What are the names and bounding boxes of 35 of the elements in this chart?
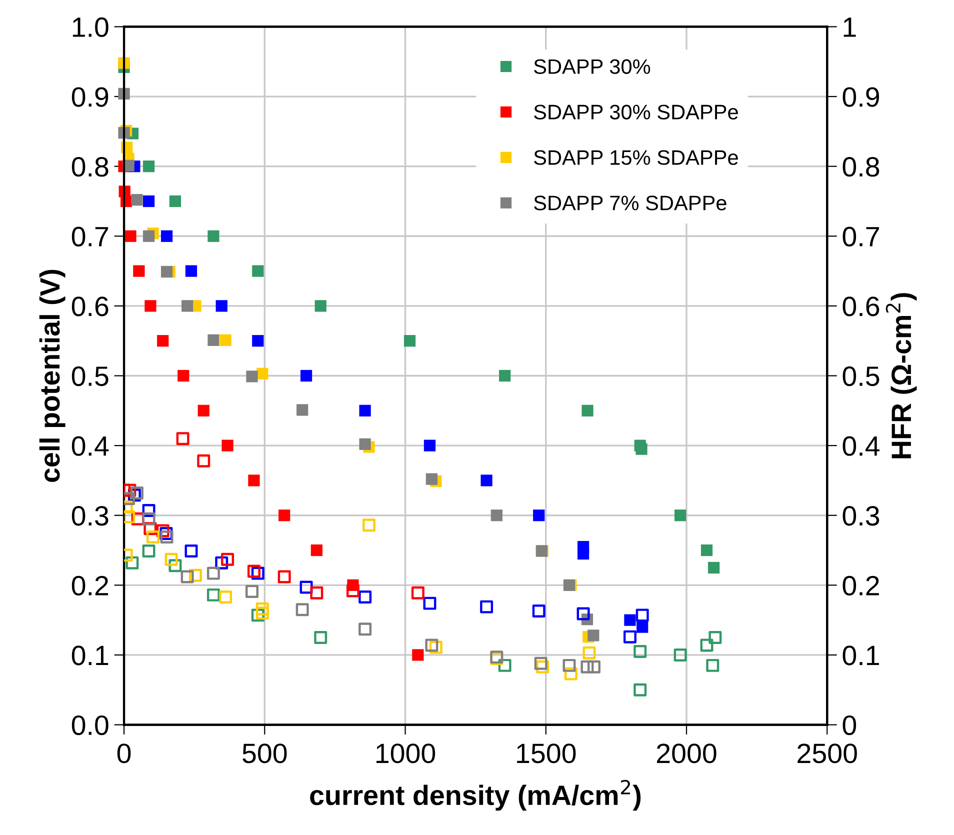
y2-tick-label: 0.4 bbox=[842, 436, 880, 456]
y2-tick-label: 0.7 bbox=[842, 226, 879, 246]
y-tick-label: 0.8 bbox=[72, 157, 108, 177]
x-tick-label: 500 bbox=[242, 744, 287, 764]
y2-tick-label: 0.8 bbox=[842, 157, 880, 177]
x-tick-label: 2000 bbox=[657, 744, 716, 764]
y2-tick-label: 1 bbox=[844, 18, 856, 37]
y2-tick-label: 0.1 bbox=[842, 646, 879, 666]
y2-tick-label: 0.9 bbox=[842, 87, 879, 107]
legend-label: SDAPP 30% SDAPPe bbox=[534, 104, 738, 120]
y-tick-label: 0.2 bbox=[72, 576, 108, 596]
y-tick-label: 0.0 bbox=[72, 715, 108, 736]
y2-tick-label: 0.2 bbox=[842, 576, 879, 596]
y2-tick-label: 0.5 bbox=[842, 366, 880, 386]
y-tick-label: 0.5 bbox=[72, 366, 108, 386]
x-tick-label: 0 bbox=[117, 744, 131, 764]
y-tick-label: 0.9 bbox=[72, 87, 108, 107]
x-tick-label: 1000 bbox=[376, 744, 436, 764]
y-tick-label: 0.4 bbox=[72, 436, 109, 456]
y-axis-title: cell potential (V) bbox=[39, 270, 66, 482]
y-tick-label: 1.0 bbox=[72, 17, 108, 38]
legend-label: SDAPP 30% bbox=[534, 59, 650, 74]
y2-tick-label: 0 bbox=[842, 715, 856, 736]
y2-tick-label: 0.6 bbox=[842, 296, 880, 316]
legend-label: SDAPP 7% SDAPPe bbox=[534, 196, 726, 210]
y2-axis-title: HFR (Ω-cm$^{2}$) bbox=[886, 293, 917, 458]
x-axis-title: current density (mA/cm$^{2}$) bbox=[310, 780, 641, 811]
y-tick-label: 0.7 bbox=[72, 226, 108, 246]
x-tick-label: 1500 bbox=[517, 744, 576, 764]
y-tick-label: 0.1 bbox=[72, 646, 108, 666]
x-tick-label: 2500 bbox=[798, 744, 857, 764]
y2-tick-label: 0.3 bbox=[842, 506, 880, 526]
y-tick-label: 0.3 bbox=[72, 506, 108, 526]
legend-label: SDAPP 15% SDAPPe bbox=[534, 150, 738, 165]
y-tick-label: 0.6 bbox=[72, 296, 108, 316]
